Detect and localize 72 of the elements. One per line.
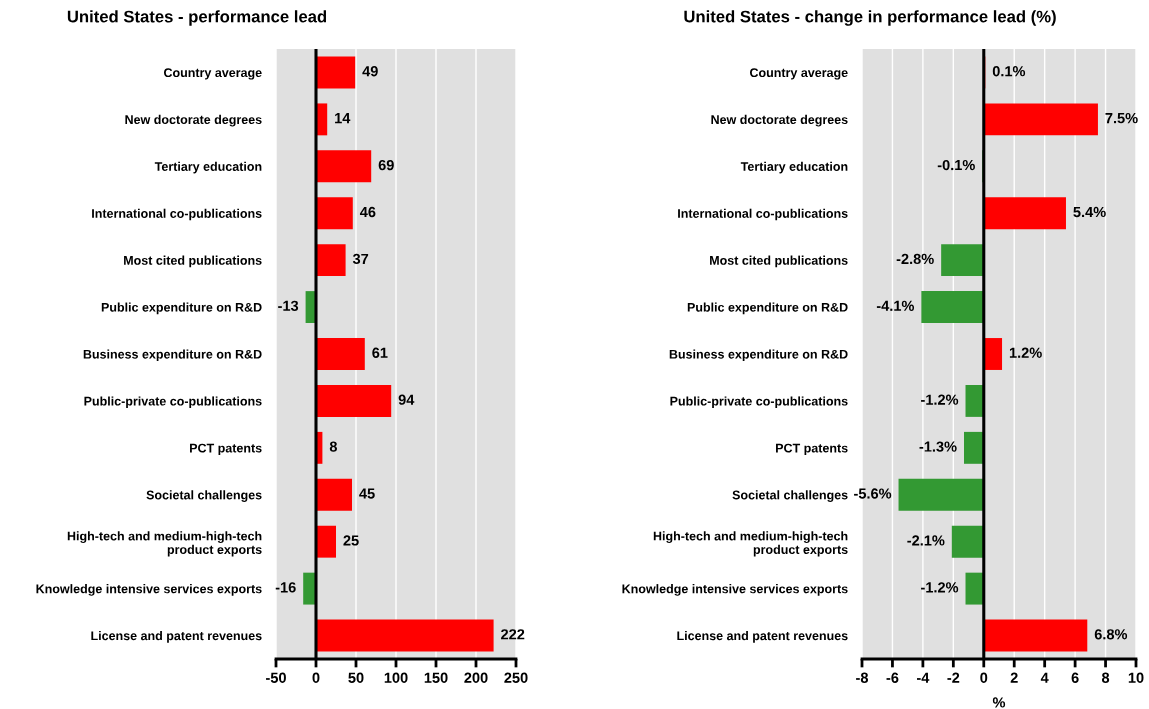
data-label: 14: [335, 113, 351, 124]
y-tick-label: Most cited publications: [710, 255, 848, 268]
data-label: -2.8%: [896, 253, 934, 265]
x-tick-label: -4: [916, 672, 930, 683]
data-label: -16: [275, 582, 296, 593]
y-tick-label: Tertiary education: [740, 161, 848, 174]
y-tick-label: Business expenditure on R&D: [669, 349, 848, 362]
y-tick-label: International co-publications: [92, 208, 262, 221]
y-tick-label: License and patent revenues: [91, 631, 262, 643]
x-tick-label: -6: [886, 672, 899, 683]
data-label: 0.1%: [992, 66, 1026, 77]
data-label: 8: [329, 441, 338, 452]
y-tick-label: Tertiary education: [154, 161, 262, 174]
data-label: -1.3%: [919, 441, 957, 452]
x-axis-title: %: [992, 697, 1006, 708]
x-tick-label: 200: [464, 672, 488, 683]
data-label: 46: [359, 206, 376, 218]
x-tick-label: 150: [424, 672, 448, 683]
y-tick-label: Country average: [749, 68, 848, 80]
y-tick-label: Country average: [163, 68, 262, 80]
y-tick-label: Most cited publications: [124, 255, 262, 268]
y-tick-label: New doctorate degrees: [711, 114, 848, 127]
x-tick-label: 4: [1040, 672, 1049, 683]
y-tick-label: License and patent revenues: [677, 631, 848, 643]
data-label: 37: [352, 253, 369, 265]
y-tick-label: New doctorate degrees: [125, 114, 262, 127]
y-tick-label: Business expenditure on R&D: [83, 349, 262, 362]
y-tick-label: International co-publications: [678, 208, 848, 221]
y-tick-label: Public expenditure on R&D: [101, 302, 262, 315]
data-label: -1.2%: [921, 582, 959, 593]
y-tick-label: High-tech and medium-high-tech product exports: [653, 531, 848, 557]
data-label: 61: [372, 347, 388, 358]
y-tick-label: Knowledge intensive services exports: [622, 584, 848, 596]
y-tick-label: Public-private co-publications: [84, 396, 262, 409]
y-tick-label: PCT patents: [776, 443, 848, 455]
y-tick-label: Societal challenges: [732, 490, 848, 502]
data-label: -0.1%: [937, 159, 975, 171]
data-label: 222: [501, 629, 525, 640]
data-label: -5.6%: [854, 488, 892, 499]
data-label: -4.1%: [876, 300, 915, 311]
data-label: -2.1%: [907, 535, 945, 546]
data-label: 45: [359, 488, 375, 499]
y-tick-label: Public-private co-publications: [670, 396, 848, 409]
x-tick-label: 8: [1101, 672, 1110, 683]
data-label: -13: [278, 300, 299, 312]
y-tick-label: PCT patents: [190, 443, 262, 455]
x-tick-label: 0: [312, 672, 320, 683]
data-label: 6.8%: [1094, 629, 1128, 640]
y-tick-label: Societal challenges: [146, 490, 262, 502]
data-label: 94: [398, 394, 415, 405]
x-tick-label: 250: [504, 672, 528, 683]
y-tick-label: Knowledge intensive services exports: [36, 584, 262, 596]
x-tick-label: 50: [348, 672, 364, 683]
data-label: 5.4%: [1073, 206, 1106, 218]
chart-title: United States - performance lead: [67, 10, 327, 26]
data-label: 49: [362, 66, 378, 77]
y-tick-label: Public expenditure on R&D: [687, 302, 848, 315]
x-tick-label: -2: [947, 672, 960, 683]
x-tick-label: 6: [1071, 672, 1079, 683]
x-tick-label: 0: [980, 672, 988, 683]
data-label: -1.2%: [921, 394, 959, 405]
x-tick-label: 10: [1128, 672, 1144, 683]
data-label: 69: [378, 159, 394, 171]
y-tick-label: High-tech and medium-high-tech product exports: [67, 531, 262, 557]
data-label: 7.5%: [1105, 113, 1138, 124]
data-label: 25: [343, 535, 359, 546]
data-label: 1.2%: [1009, 347, 1042, 358]
x-tick-label: 100: [384, 672, 408, 683]
x-tick-label: 2: [1010, 672, 1018, 683]
chart-title: United States - change in performance lead (%): [684, 10, 1056, 26]
x-tick-label: -50: [266, 672, 286, 683]
x-tick-label: -8: [856, 672, 869, 683]
